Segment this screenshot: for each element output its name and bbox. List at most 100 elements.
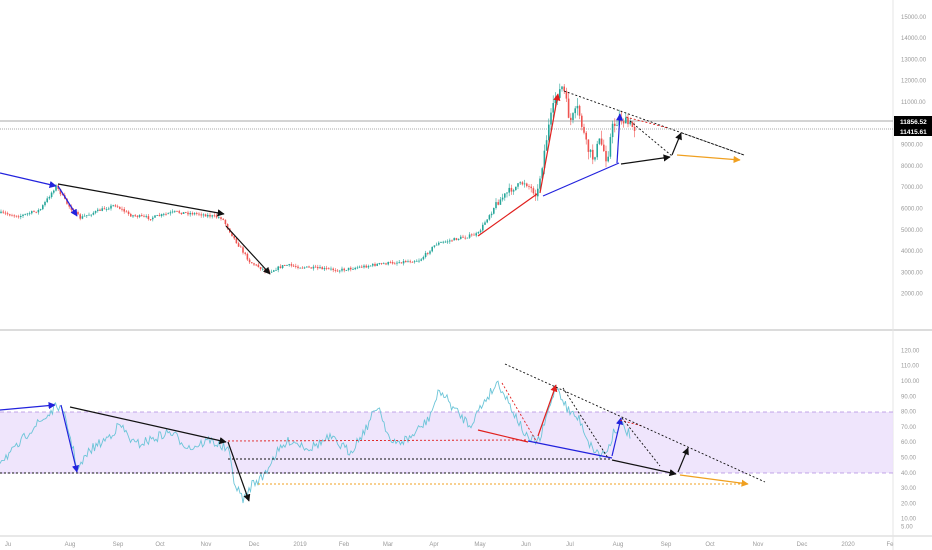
candle-body: [453, 238, 455, 241]
candle-body: [374, 263, 376, 266]
candle-body: [537, 188, 539, 197]
price-y-tick-label: 12000.00: [901, 79, 927, 85]
candle-body: [416, 260, 418, 262]
candle-body: [356, 267, 359, 269]
candle-body: [50, 192, 53, 197]
candle-body: [152, 217, 154, 220]
candle-body: [431, 246, 433, 252]
price-tag-upper-text: 11856.52: [900, 119, 927, 126]
candle-body: [517, 183, 519, 187]
candle-body: [200, 214, 202, 216]
osc-black-trend-1: [69, 406, 227, 445]
candle-body: [167, 213, 169, 215]
candle-body: [565, 90, 568, 99]
candle-body: [259, 267, 262, 270]
candle-body: [160, 214, 163, 217]
candle-body: [427, 252, 429, 254]
candle-body: [218, 217, 220, 219]
candle-body: [94, 210, 97, 213]
candle-body: [88, 214, 90, 216]
candle-body: [424, 252, 427, 257]
candle-body: [99, 209, 101, 211]
candle-body: [226, 224, 229, 229]
candle-body: [101, 208, 103, 211]
candle-body: [132, 215, 134, 217]
candle-body: [607, 156, 609, 162]
candle-body: [583, 126, 585, 133]
candle-body: [435, 244, 438, 246]
price-orange-arrow: [676, 154, 741, 164]
price-blue-arrow-up: [616, 113, 624, 164]
candle-body: [233, 236, 235, 239]
candle-body: [290, 264, 293, 266]
candle-body: [510, 187, 513, 192]
candle-body: [253, 263, 255, 265]
candle-body: [592, 149, 594, 160]
candle-body: [629, 121, 631, 125]
candle-body: [589, 149, 592, 152]
candle-body: [570, 117, 572, 121]
x-tick-label: Oct: [155, 542, 165, 548]
x-tick-label: Aug: [613, 542, 624, 548]
x-tick-label: Nov: [201, 542, 212, 548]
candle-body: [44, 201, 46, 206]
candle-body: [385, 263, 387, 265]
price-dotted-small: [681, 132, 745, 156]
candle-body: [631, 121, 634, 128]
candle-body: [413, 261, 416, 263]
price-y-tick-label: 15000.00: [901, 15, 927, 21]
candle-body: [482, 224, 484, 231]
candle-body: [48, 196, 51, 199]
candle-body: [488, 215, 491, 220]
candle-body: [332, 268, 334, 271]
candle-body: [196, 213, 198, 214]
osc-black-dotted-down: [562, 387, 609, 459]
candle-body: [627, 117, 629, 125]
candle-body: [451, 240, 453, 242]
candle-body: [13, 215, 15, 217]
candle-body: [594, 157, 596, 160]
oscillator-y-tick-label: 30.00: [901, 486, 917, 492]
price-y-tick-label: 7000.00: [901, 185, 923, 191]
candle-body: [616, 125, 618, 127]
candle-body: [328, 268, 330, 270]
candle-body: [86, 215, 88, 217]
price-black-trend-1: [57, 183, 225, 217]
candle-body: [574, 108, 576, 114]
candle-body: [543, 150, 546, 169]
candle-body: [521, 182, 524, 185]
candle-body: [466, 237, 469, 239]
candle-body: [391, 262, 394, 264]
candle-body: [308, 266, 310, 268]
candle-body: [198, 213, 200, 215]
x-tick-label: Dec: [797, 542, 808, 548]
candle-body: [380, 263, 383, 264]
candle-body: [24, 213, 26, 215]
candle-body: [339, 270, 341, 272]
oscillator-annotations: [0, 363, 766, 502]
oscillator-y-tick-label: 120.00: [901, 348, 920, 354]
candle-body: [365, 265, 367, 268]
candle-body: [286, 265, 288, 266]
candle-body: [244, 252, 246, 254]
candle-body: [222, 218, 224, 220]
candle-body: [61, 194, 64, 196]
price-red-dotted: [625, 116, 669, 129]
osc-blue-support: [527, 440, 613, 459]
candle-body: [387, 262, 389, 265]
candle-body: [504, 193, 506, 198]
candle-body: [138, 215, 141, 217]
candle-body: [341, 268, 343, 271]
candle-body: [389, 262, 392, 263]
candle-body: [561, 86, 563, 90]
candle-body: [288, 264, 290, 266]
candle-body: [119, 207, 121, 209]
price-y-tick-label: 11000.00: [901, 100, 926, 106]
candle-body: [576, 105, 579, 109]
x-tick-label: Dec: [249, 542, 260, 548]
candle-body: [4, 212, 7, 214]
x-tick-label: Mar: [383, 542, 393, 548]
candle-body: [189, 213, 191, 215]
candle-body: [251, 262, 253, 264]
